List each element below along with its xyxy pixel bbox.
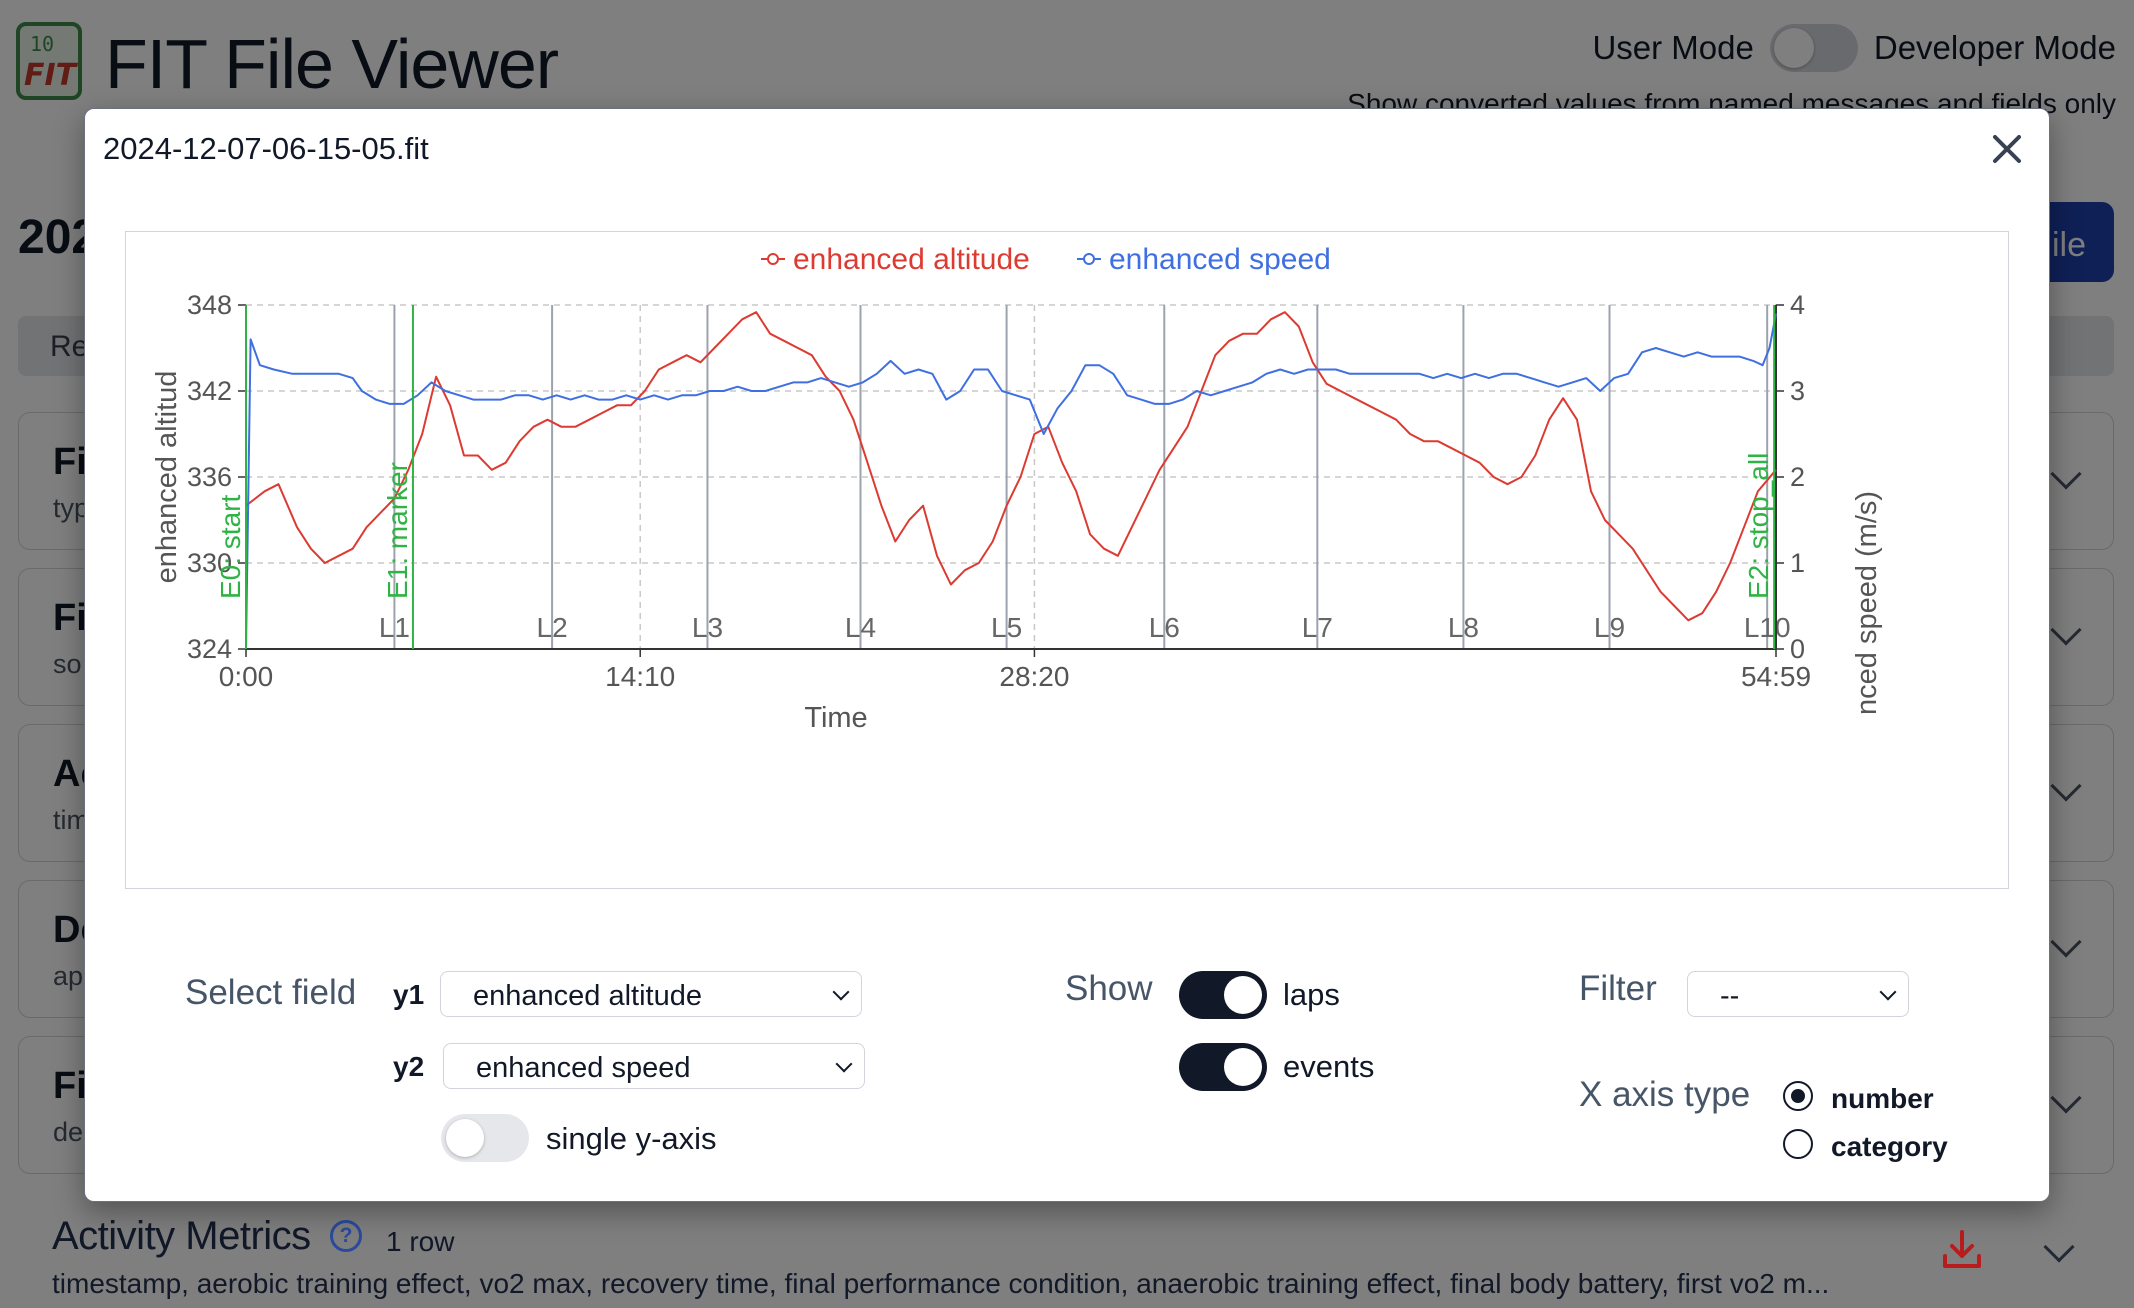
lap-marker-label: L5 [991, 612, 1022, 643]
legend-swatch-dot [767, 253, 779, 265]
toggle-knob [1224, 1048, 1262, 1086]
activity-metrics-title: Activity Metrics [52, 1214, 311, 1258]
lap-marker-label: L3 [692, 612, 723, 643]
events-label: events [1283, 1049, 1375, 1084]
help-icon[interactable]: ? [330, 1220, 362, 1252]
filter-select-value: -- [1720, 980, 1740, 1012]
lap-marker-label: L2 [537, 612, 568, 643]
events-toggle[interactable] [1179, 1043, 1267, 1091]
filter-select[interactable]: -- [1687, 971, 1909, 1017]
select-field-label: Select field [185, 973, 357, 1012]
modal-title: 2024-12-07-06-15-05.fit [103, 131, 429, 166]
legend-label: enhanced speed [1109, 243, 1331, 276]
y-left-tick-label: 342 [187, 376, 232, 406]
lap-marker-label: L6 [1149, 612, 1180, 643]
laps-label: laps [1283, 977, 1340, 1012]
y2-select-value: enhanced speed [476, 1052, 691, 1084]
chevron-down-icon [835, 1055, 853, 1073]
y1-select-value: enhanced altitude [473, 980, 702, 1012]
lap-marker-label: L10 [1744, 612, 1791, 643]
altitude-series-line [245, 311, 1777, 622]
y2-label: y2 [393, 1051, 425, 1082]
radio-category-label: category [1831, 1131, 1948, 1162]
y-right-axis-label: nced speed (m/s) [1851, 491, 1883, 715]
line-chart: 324 330 336 342 348 0 1 2 3 4 0:00 14:10 28:20 54:59 L… [151, 243, 1883, 734]
event-marker-label: E2: stop_all [1743, 453, 1774, 599]
filter-label: Filter [1579, 969, 1657, 1008]
legend-swatch-dot [1083, 253, 1095, 265]
lap-marker-label: L7 [1302, 612, 1333, 643]
y-left-tick-label: 324 [187, 634, 232, 664]
chart-container: 324 330 336 342 348 0 1 2 3 4 0:00 14:10 28:20 54:59 L… [125, 231, 2009, 889]
laps-toggle[interactable] [1179, 971, 1267, 1019]
lap-marker-label: L4 [845, 612, 876, 643]
radio-category[interactable] [1783, 1129, 1813, 1159]
y-left-tick-label: 330 [187, 548, 232, 578]
lap-marker-label: L9 [1594, 612, 1625, 643]
y-right-tick-label: 0 [1790, 634, 1805, 664]
x-tick-label: 54:59 [1741, 661, 1811, 692]
close-icon[interactable] [1987, 129, 2027, 169]
event-marker-label: E0: start [215, 495, 246, 599]
single-y-axis-toggle[interactable] [441, 1114, 529, 1162]
lap-marker-label: L1 [379, 612, 410, 643]
legend-label: enhanced altitude [793, 243, 1030, 276]
x-tick-label: 0:00 [219, 661, 274, 692]
download-icon[interactable] [1940, 1228, 1984, 1272]
radio-number[interactable] [1783, 1081, 1813, 1111]
y-right-tick-label: 3 [1790, 376, 1805, 406]
chevron-down-icon [1879, 983, 1897, 1001]
x-axis-label: Time [804, 702, 867, 734]
y1-label: y1 [393, 979, 425, 1010]
y-left-tick-label: 348 [187, 290, 232, 320]
y-right-tick-label: 1 [1790, 548, 1805, 578]
toggle-knob [446, 1119, 484, 1157]
chart-modal: 2024-12-07-06-15-05.fit 324 330 336 342 348 0… [84, 108, 2050, 1202]
toggle-knob [1224, 976, 1262, 1014]
y-right-tick-label: 2 [1790, 462, 1805, 492]
lap-marker-label: L8 [1448, 612, 1479, 643]
radio-number-label: number [1831, 1083, 1934, 1114]
x-tick-label: 14:10 [605, 661, 675, 692]
y-left-tick-label: 336 [187, 462, 232, 492]
row-count: 1 row [386, 1226, 455, 1257]
show-label: Show [1065, 969, 1153, 1008]
speed-series-line [245, 313, 1777, 650]
chevron-down-icon [832, 983, 850, 1001]
y-right-tick-label: 4 [1790, 290, 1805, 320]
field-list: timestamp, aerobic training effect, vo2 … [52, 1268, 1830, 1299]
event-marker-label: E1: marker [382, 462, 413, 599]
y1-select[interactable]: enhanced altitude [440, 971, 862, 1017]
single-y-axis-label: single y-axis [546, 1121, 717, 1156]
x-tick-label: 28:20 [999, 661, 1069, 692]
x-axis-type-label: X axis type [1579, 1075, 1751, 1114]
y-left-axis-label: enhanced altitud [151, 371, 183, 584]
y2-select[interactable]: enhanced speed [443, 1043, 865, 1089]
